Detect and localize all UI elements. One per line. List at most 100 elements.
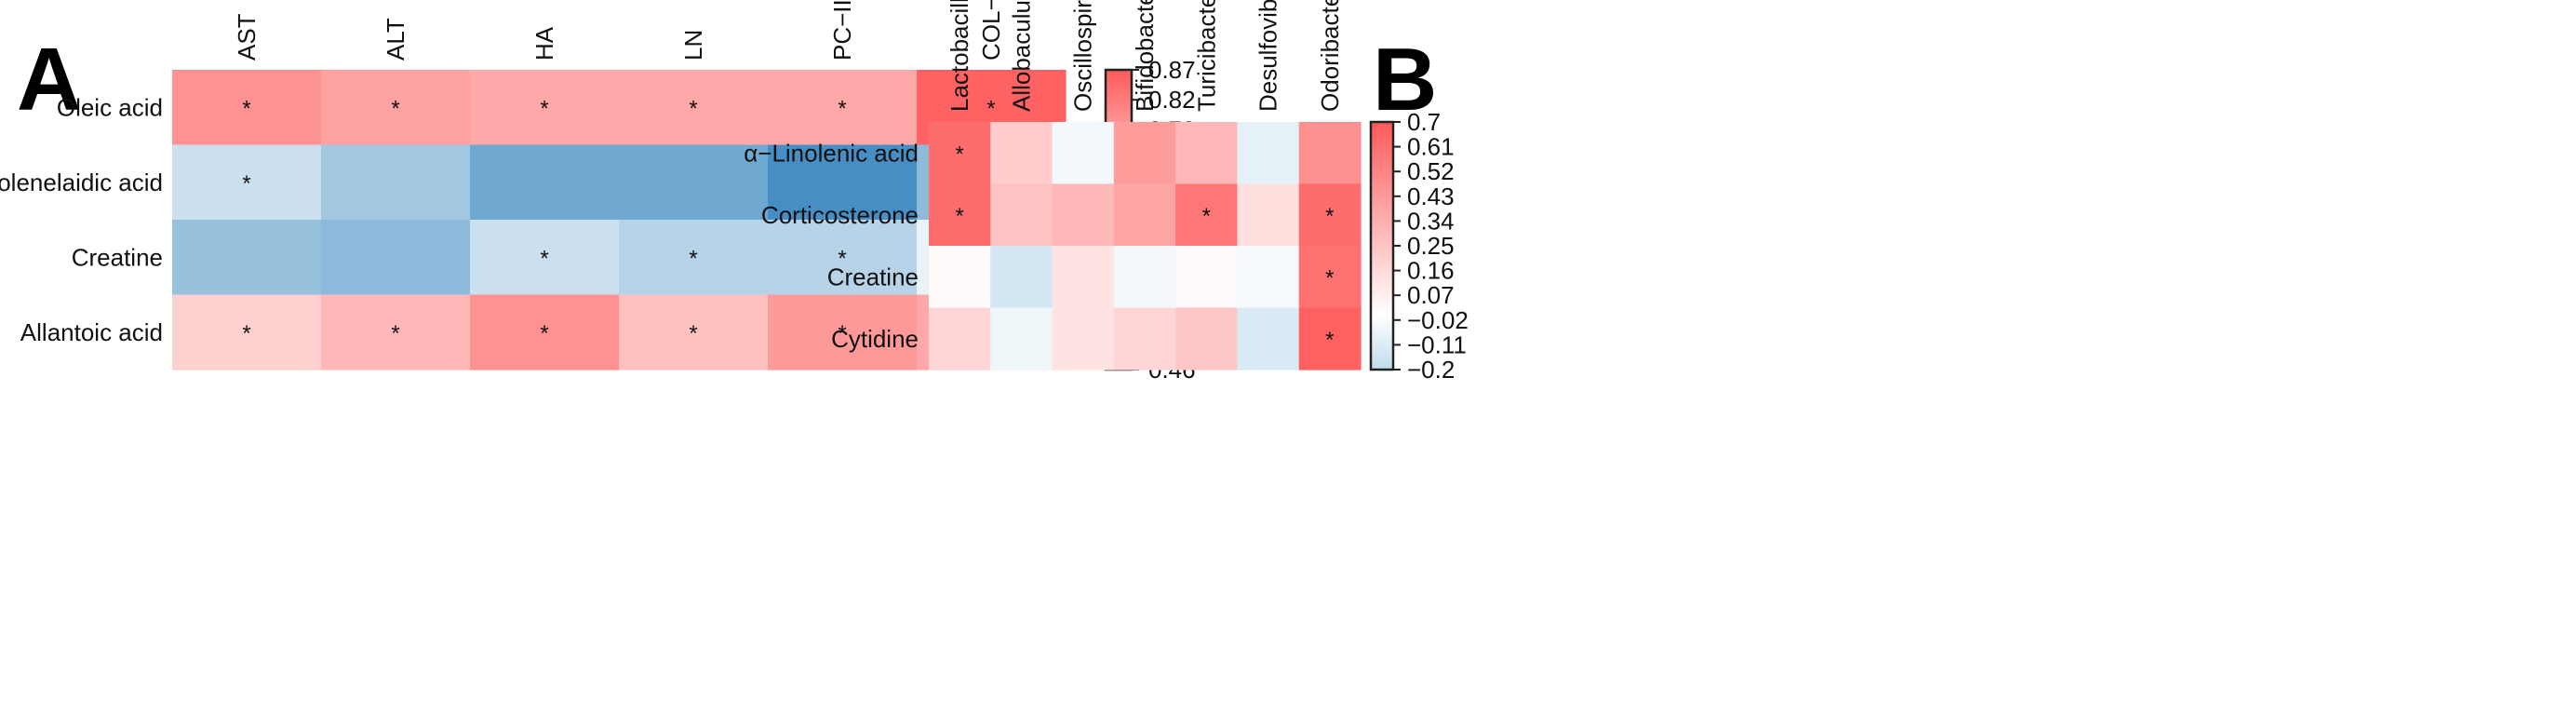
heatmap-cell (321, 294, 471, 371)
heatmap-cell (470, 294, 620, 371)
heatmap-cell (1175, 246, 1239, 309)
heatmap-cell (470, 220, 620, 296)
heatmap-cell (470, 70, 620, 146)
significance-marker: * (838, 246, 846, 271)
row-label: Creatine (827, 263, 919, 290)
heatmap-cell (929, 122, 991, 185)
colorbar (1369, 120, 1395, 371)
significance-marker: * (242, 171, 250, 196)
heatmap-cell (619, 220, 769, 296)
significance-marker: * (242, 321, 250, 346)
column-label: HA (530, 26, 558, 61)
heatmap-cell (768, 220, 918, 296)
heatmap-cell (172, 294, 322, 371)
heatmap-cell (990, 183, 1053, 247)
significance-marker: * (391, 321, 399, 346)
significance-marker: * (540, 246, 548, 271)
panel-b: B * * * * * * α−Linolenic acid Corticosterone Cr… (744, 0, 1469, 384)
significance-marker: * (838, 321, 846, 346)
colorbar-tick-label: 0.07 (1407, 281, 1455, 309)
row-label: Cytidine (831, 325, 919, 353)
significance-marker: * (540, 96, 548, 121)
column-label: Allobaculum (1007, 0, 1035, 112)
heatmap-cell (768, 144, 918, 221)
significance-marker: * (689, 321, 697, 346)
panel-a-letter: A (17, 30, 81, 129)
heatmap-cell (1052, 307, 1115, 371)
heatmap-cell (1298, 246, 1362, 309)
colorbar-tick-label: 0.87 (1148, 56, 1196, 84)
heatmap-cell (619, 70, 769, 146)
row-label: Linolenelaidic acid (0, 169, 163, 196)
significance-marker: * (838, 96, 846, 121)
heatmap-cell (768, 294, 918, 371)
heatmap-cell (1113, 122, 1176, 185)
heatmap-cell (1175, 183, 1239, 247)
column-label: Lactobacillus (946, 0, 973, 112)
row-label: Creatine (72, 243, 163, 271)
heatmap-cell (321, 70, 471, 146)
significance-marker: * (986, 96, 995, 121)
significance-marker: * (689, 246, 697, 271)
column-label: AST (233, 13, 261, 61)
heatmap-cell (1237, 246, 1300, 309)
colorbar-tick-label: −0.02 (1407, 306, 1469, 334)
significance-marker: * (391, 96, 399, 121)
heatmap-cell (321, 144, 471, 221)
heatmap-cell (172, 70, 322, 146)
heatmap-cell (1175, 122, 1239, 185)
column-label: LN (679, 30, 707, 61)
colorbar-tick-label: 0.61 (1407, 133, 1455, 161)
significance-marker: * (1325, 265, 1334, 290)
column-label: Oscillospira (1069, 0, 1097, 112)
heatmap-cell (1052, 183, 1115, 247)
row-label: Corticosterone (761, 201, 919, 229)
column-label: PC−III (828, 0, 856, 61)
heatmap-cell (1175, 307, 1239, 371)
heatmap-cell (1052, 246, 1115, 309)
heatmap-cell (1237, 307, 1300, 371)
heatmap-cell (929, 307, 991, 371)
heatmap-cell (990, 246, 1053, 309)
heatmap-cell (1298, 307, 1362, 371)
heatmap-cell (1298, 183, 1362, 247)
row-label: Oleic acid (57, 93, 163, 121)
heatmap-cell (619, 144, 769, 221)
column-label: Desulfovibrio (1254, 0, 1282, 112)
colorbar-tick-label: 0.16 (1407, 257, 1455, 285)
significance-marker: * (1202, 204, 1211, 229)
colorbar-tick-label: 0.34 (1407, 207, 1455, 235)
heatmap-cell (929, 183, 991, 247)
heatmap-cell (768, 70, 918, 146)
heatmap-cell (990, 307, 1053, 371)
heatmap-cell (990, 122, 1053, 185)
significance-marker: * (1325, 204, 1334, 229)
heatmap-cell (1237, 183, 1300, 247)
column-label: COL−IV (977, 0, 1005, 61)
colorbar-tick-label: 0.43 (1407, 182, 1455, 210)
column-label: ALT (382, 18, 409, 61)
colorbar-tick-label: 0.7 (1407, 108, 1441, 136)
heatmap-cell (1052, 122, 1115, 185)
heatmap-cell (1113, 307, 1176, 371)
row-label: α−Linolenic acid (744, 139, 919, 167)
column-label: Bifidobacterium (1131, 0, 1159, 112)
heatmap-cell (619, 294, 769, 371)
significance-marker: * (1325, 328, 1334, 353)
significance-marker: * (955, 204, 963, 229)
row-label: Allantoic acid (20, 318, 163, 346)
heatmap-cell (470, 144, 620, 221)
heatmap-cell (172, 220, 322, 296)
colorbar-tick-label: 0.52 (1407, 157, 1455, 185)
heatmap-cell (172, 144, 322, 221)
heatmap-cell (929, 246, 991, 309)
colorbar-tick-label: 0.82 (1148, 86, 1196, 114)
heatmap-cell (1237, 122, 1300, 185)
heatmap-cell (1113, 246, 1176, 309)
heatmap-cell (1113, 183, 1176, 247)
significance-marker: * (540, 321, 548, 346)
significance-marker: * (689, 96, 697, 121)
colorbar-tick-label: −0.11 (1407, 330, 1467, 358)
column-label: Turicibacter (1192, 0, 1220, 112)
